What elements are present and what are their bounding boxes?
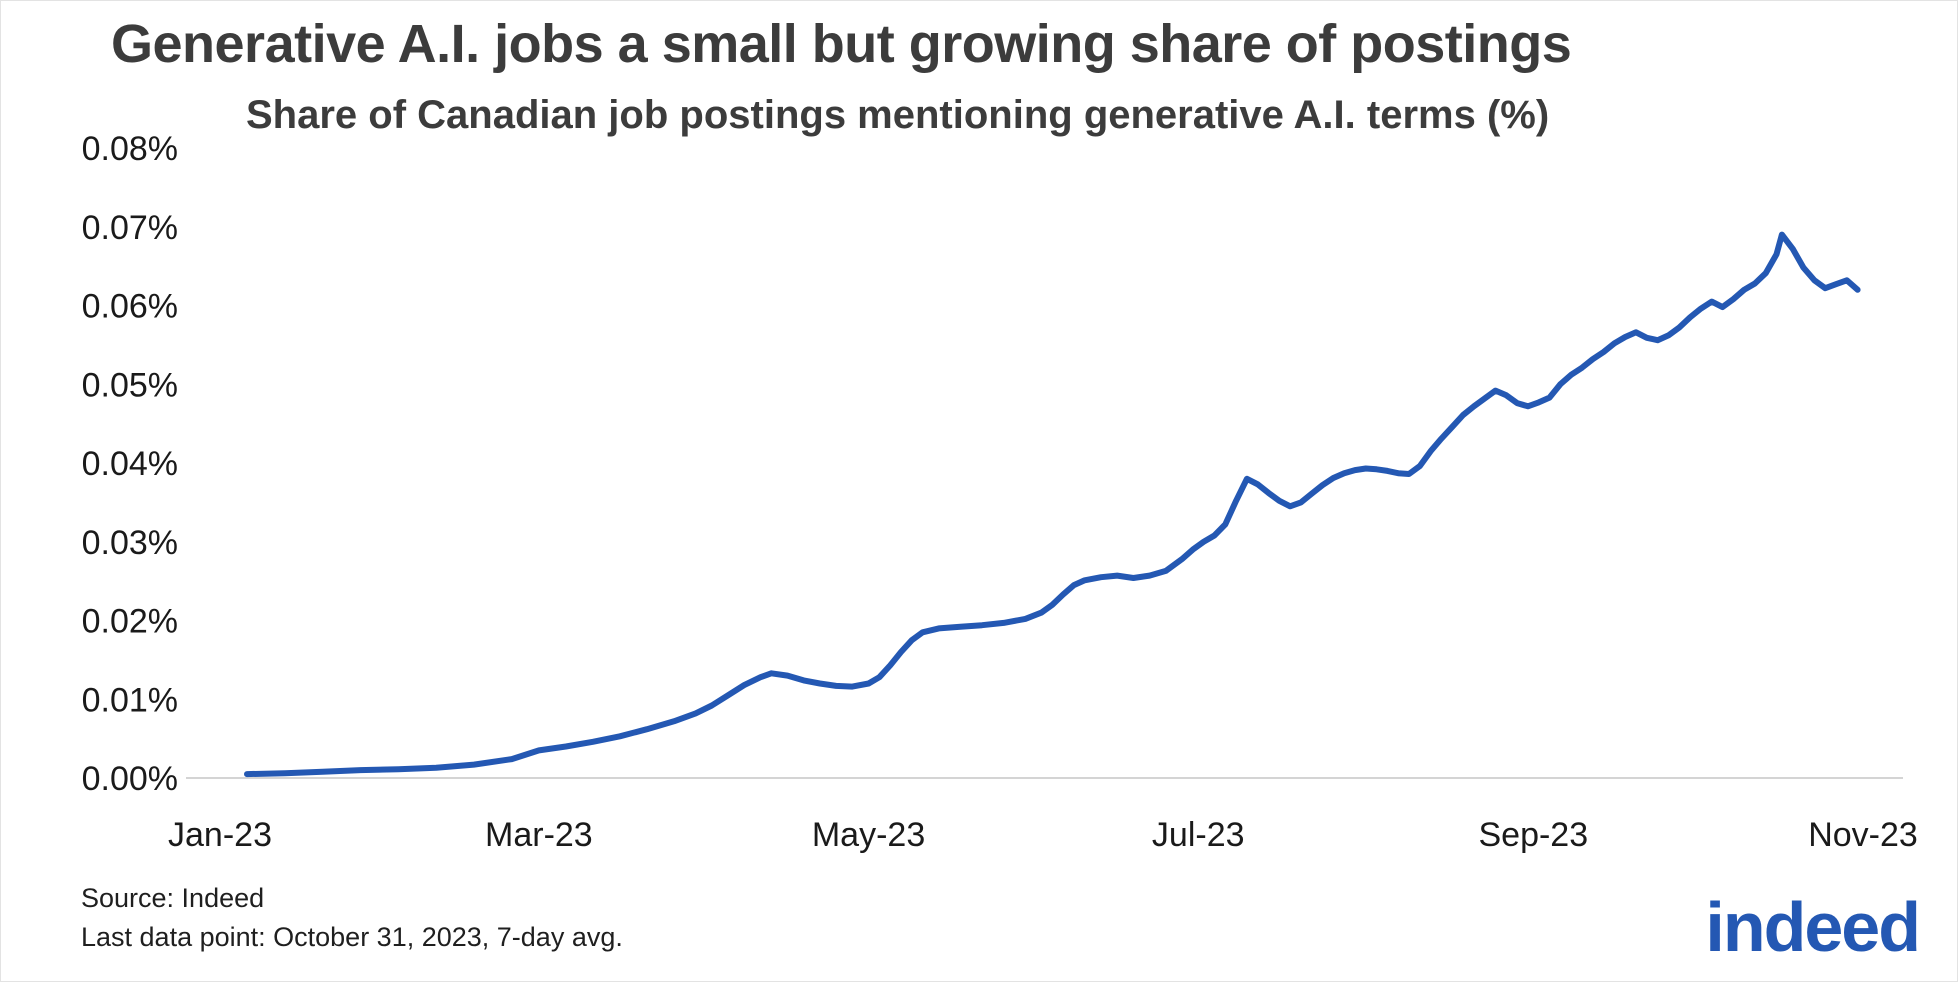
y-tick-label: 0.01% <box>82 681 178 719</box>
y-tick-label: 0.07% <box>82 209 178 247</box>
x-tick-label: Nov-23 <box>1808 816 1918 854</box>
series-line <box>244 231 1861 778</box>
x-tick-label: Mar-23 <box>485 816 593 854</box>
y-tick-label: 0.04% <box>82 445 178 483</box>
x-tick-label: Jul-23 <box>1152 816 1245 854</box>
x-tick-label: Jan-23 <box>168 816 272 854</box>
y-tick-label: 0.08% <box>82 130 178 168</box>
last-data-note: Last data point: October 31, 2023, 7-day… <box>81 922 623 953</box>
chart-footer: Source: Indeed Last data point: October … <box>81 879 623 957</box>
y-tick-label: 0.03% <box>82 524 178 562</box>
source-note: Source: Indeed <box>81 883 265 913</box>
x-tick-label: May-23 <box>812 816 925 854</box>
chart-title: Generative A.I. jobs a small but growing… <box>111 14 1572 74</box>
indeed-logo: indeed <box>1705 888 1921 966</box>
y-tick-label: 0.02% <box>82 603 178 641</box>
x-tick-label: Sep-23 <box>1478 816 1588 854</box>
y-tick-label: 0.06% <box>82 288 178 326</box>
chart-subtitle: Share of Canadian job postings mentionin… <box>246 93 1550 137</box>
y-tick-label: 0.05% <box>82 366 178 404</box>
y-tick-label: 0.00% <box>82 760 178 798</box>
